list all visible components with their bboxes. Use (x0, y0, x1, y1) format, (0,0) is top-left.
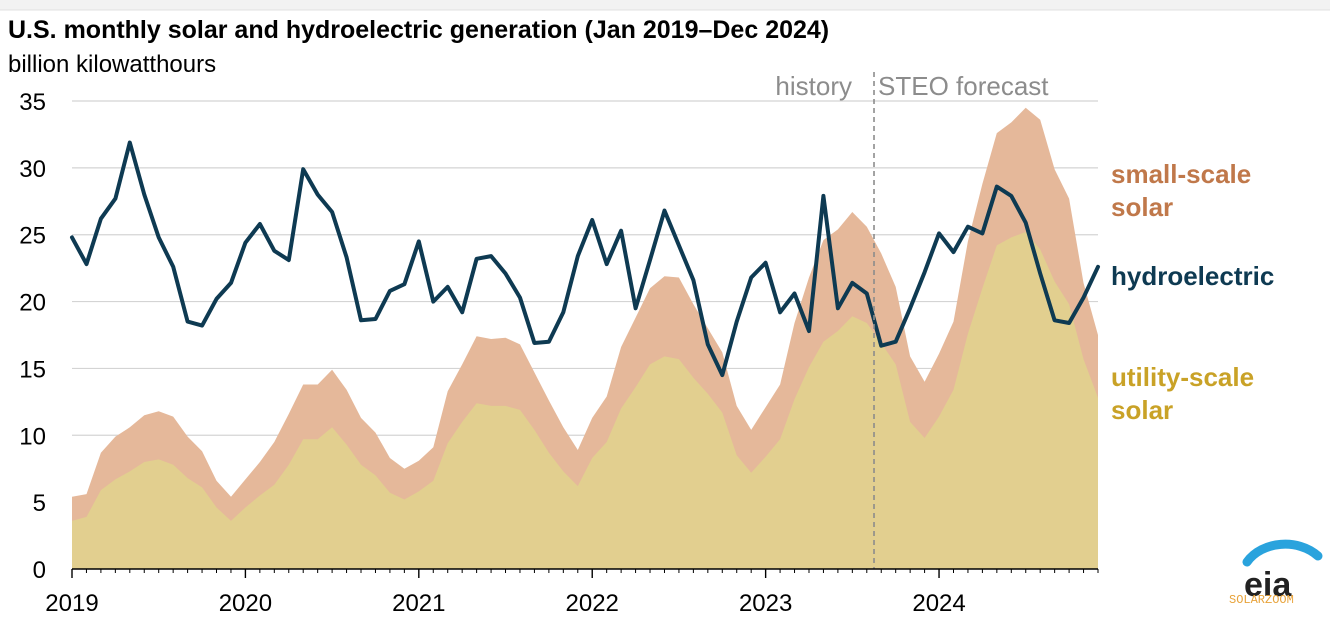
y-tick-label: 25 (19, 223, 46, 250)
x-tick-label: 2021 (392, 590, 445, 617)
x-tick-label: 2024 (912, 590, 965, 617)
x-tick-label: 2019 (45, 590, 98, 617)
x-tick-label: 2020 (219, 590, 272, 617)
x-axis: 2019 2020 2021 2022 2023 2024 (45, 568, 1099, 617)
eia-swoosh-icon (1242, 539, 1323, 567)
eia-logo-text: eia (1244, 566, 1292, 604)
y-tick-label: 15 (19, 356, 46, 383)
forecast-marker: history STEO forecast (775, 71, 1049, 569)
utility-scale-solar-label: utility-scale solar (1111, 362, 1254, 425)
hydroelectric-line (70, 140, 1100, 378)
y-tick-label: 10 (19, 423, 46, 450)
y-tick-label: 35 (19, 89, 46, 116)
eia-logo: eia SOLARZOOM (1229, 539, 1323, 607)
area-series (72, 107, 1098, 569)
y-tick-label: 20 (19, 290, 46, 317)
series-labels: small-scale solar hydroelectric utility-sca… (1111, 159, 1274, 425)
x-tick-label: 2022 (566, 590, 619, 617)
forecast-annotation: STEO forecast (878, 71, 1049, 101)
y-axis-unit: billion kilowatthours (8, 51, 216, 78)
line-series (70, 140, 1100, 378)
y-tick-label: 0 (33, 557, 46, 584)
watermark: SOLARZOOM (1229, 593, 1294, 607)
hydroelectric-label: hydroelectric (1111, 261, 1274, 291)
y-axis: 0 5 10 15 20 25 30 35 (19, 89, 46, 584)
y-tick-label: 5 (33, 490, 46, 517)
utility-scale-solar-area (72, 232, 1098, 569)
top-band (0, 0, 1330, 10)
y-tick-label: 30 (19, 156, 46, 183)
x-tick-label: 2023 (739, 590, 792, 617)
small-scale-solar-label: small-scale solar (1111, 159, 1251, 222)
history-annotation: history (775, 71, 852, 101)
chart-title: U.S. monthly solar and hydroelectric gen… (8, 16, 829, 44)
